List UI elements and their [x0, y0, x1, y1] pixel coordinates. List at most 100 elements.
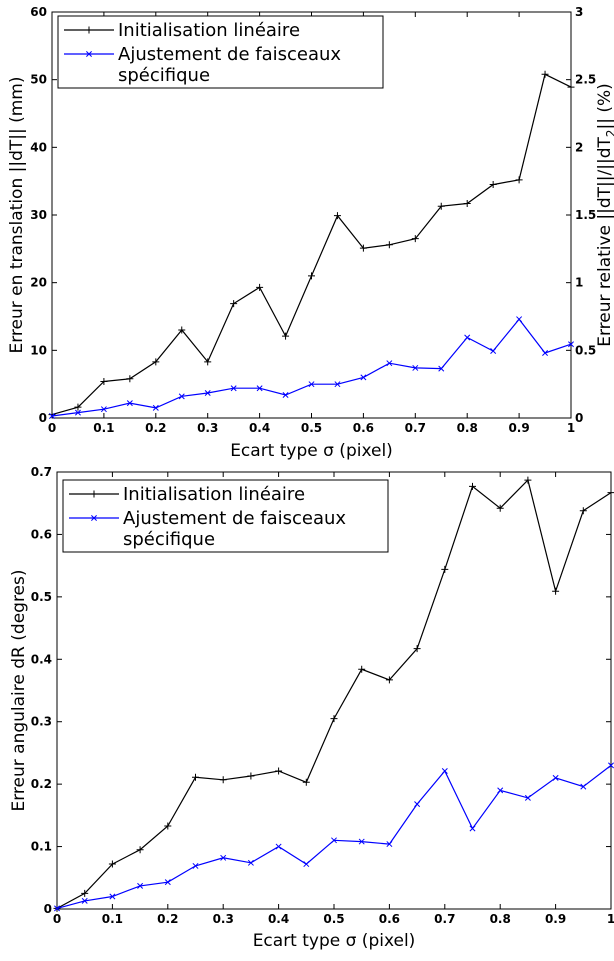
x-tick-label: 0.2 [157, 912, 178, 926]
x-tick-label: 0.6 [379, 912, 400, 926]
y-tick-label: 30 [30, 208, 47, 222]
x-tick-label: 0 [53, 912, 61, 926]
y-tick-label: 0.5 [31, 590, 52, 604]
y2-tick-label: 1.5 [575, 208, 596, 222]
data-point-1 [100, 406, 107, 413]
legend-box [62, 479, 389, 553]
x-tick-label: 0.5 [323, 912, 344, 926]
data-point-1 [54, 905, 60, 912]
data-point-1 [152, 404, 159, 411]
data-point-1 [74, 409, 81, 416]
data-point-0 [192, 773, 199, 781]
y2-tick-label: 0 [575, 411, 583, 425]
data-point-1 [49, 412, 55, 419]
x-tick-label: 1 [607, 912, 614, 926]
y-axis-label: Erreur angulaire dR (degres) [9, 569, 29, 811]
data-point-0 [74, 403, 82, 411]
y-tick-label: 60 [30, 5, 47, 19]
data-point-1 [360, 374, 367, 381]
y-tick-label: 20 [30, 276, 47, 290]
data-point-1 [358, 838, 365, 845]
data-point-0 [524, 476, 532, 484]
data-point-1 [464, 334, 471, 341]
y2-tick-label: 0.5 [575, 343, 596, 357]
x-tick-label: 0.3 [197, 421, 218, 435]
data-point-1 [386, 841, 393, 848]
data-point-1 [580, 783, 587, 790]
x-tick-label: 0.9 [508, 421, 529, 435]
y2-axis-label: Erreur relative ||dT||/||dT2|| (%) [595, 83, 614, 347]
legend-marker-1 [86, 51, 92, 57]
data-point-1 [178, 393, 185, 400]
data-point-0 [607, 489, 614, 497]
x-tick-label: 0.7 [405, 421, 426, 435]
legend-box [57, 15, 384, 89]
data-point-0 [552, 587, 560, 595]
legend-label-0: Initialisation linéaire [118, 20, 300, 41]
data-point-0 [330, 715, 338, 723]
x-tick-label: 0.1 [93, 421, 114, 435]
data-point-1 [192, 862, 199, 869]
data-point-0 [567, 83, 575, 91]
data-point-1 [303, 861, 310, 868]
translation-error-chart: 0 0.1 0.2 0.3 0.4 0.5 0.6 0.7 0.8 0.9 101020304050… [7, 5, 614, 461]
x-tick-label: 1 [567, 421, 575, 435]
x-tick-label: 0.9 [545, 912, 566, 926]
legend: Initialisation linéaire Ajustement de fai… [57, 15, 384, 89]
data-point-1 [412, 364, 419, 371]
legend: Initialisation linéaire Ajustement de fai… [62, 479, 389, 553]
data-point-0 [136, 846, 144, 854]
data-point-0 [463, 199, 471, 207]
x-tick-label: 0.5 [301, 421, 322, 435]
y2-tick-label: 2 [575, 140, 583, 154]
data-point-0 [275, 767, 283, 775]
data-point-1 [81, 897, 88, 904]
data-point-1 [497, 787, 504, 794]
y-tick-label: 40 [30, 140, 47, 154]
data-point-0 [308, 272, 315, 280]
x-axis-label: Ecart type σ (pixel) [230, 441, 393, 461]
data-point-1 [414, 801, 421, 808]
y2-axis-label-main: Erreur relative ||dT||/||dT [595, 137, 614, 347]
data-point-1 [516, 316, 523, 323]
data-point-1 [230, 385, 237, 392]
legend-marker-0 [90, 490, 98, 498]
x-tick-label: 0.2 [145, 421, 166, 435]
legend-label-1: spécifique [118, 65, 210, 86]
data-point-0 [48, 411, 56, 419]
x-tick-label: 0.6 [353, 421, 374, 435]
data-point-1 [308, 381, 315, 388]
angular-error-chart: 0 0.1 0.2 0.3 0.4 0.5 0.6 0.7 0.8 0.9 1 0 0.1 0.2 0.3 0… [9, 465, 614, 951]
x-tick-label: 0.8 [457, 421, 478, 435]
x-tick-label: 0.8 [490, 912, 511, 926]
data-point-1 [568, 341, 574, 348]
legend-label-1: Ajustement de faisceaux [123, 508, 346, 529]
data-point-1 [441, 768, 448, 775]
x-tick-label: 0.4 [268, 912, 289, 926]
data-point-0 [302, 778, 310, 786]
data-point-0 [437, 202, 445, 210]
data-point-1 [164, 879, 171, 886]
data-point-1 [109, 893, 116, 900]
data-point-1 [204, 389, 211, 396]
data-point-0 [579, 507, 587, 515]
data-point-1 [386, 360, 393, 367]
data-point-1 [542, 350, 549, 357]
data-point-0 [333, 212, 341, 220]
data-point-1 [469, 825, 476, 832]
data-point-0 [152, 358, 160, 366]
data-point-1 [247, 859, 254, 866]
y-tick-label: 0 [39, 411, 47, 425]
data-point-0 [81, 889, 89, 897]
y2-tick-label: 1 [575, 276, 583, 290]
data-point-0 [359, 244, 367, 252]
y-axis-label: Erreur en translation ||dT|| (mm) [7, 77, 27, 354]
y-tick-label: 0.4 [31, 652, 52, 666]
data-point-0 [496, 504, 504, 512]
data-point-1 [438, 365, 445, 372]
data-point-1 [137, 882, 144, 889]
data-point-0 [230, 300, 238, 308]
data-point-0 [219, 776, 227, 784]
data-point-0 [385, 676, 393, 684]
